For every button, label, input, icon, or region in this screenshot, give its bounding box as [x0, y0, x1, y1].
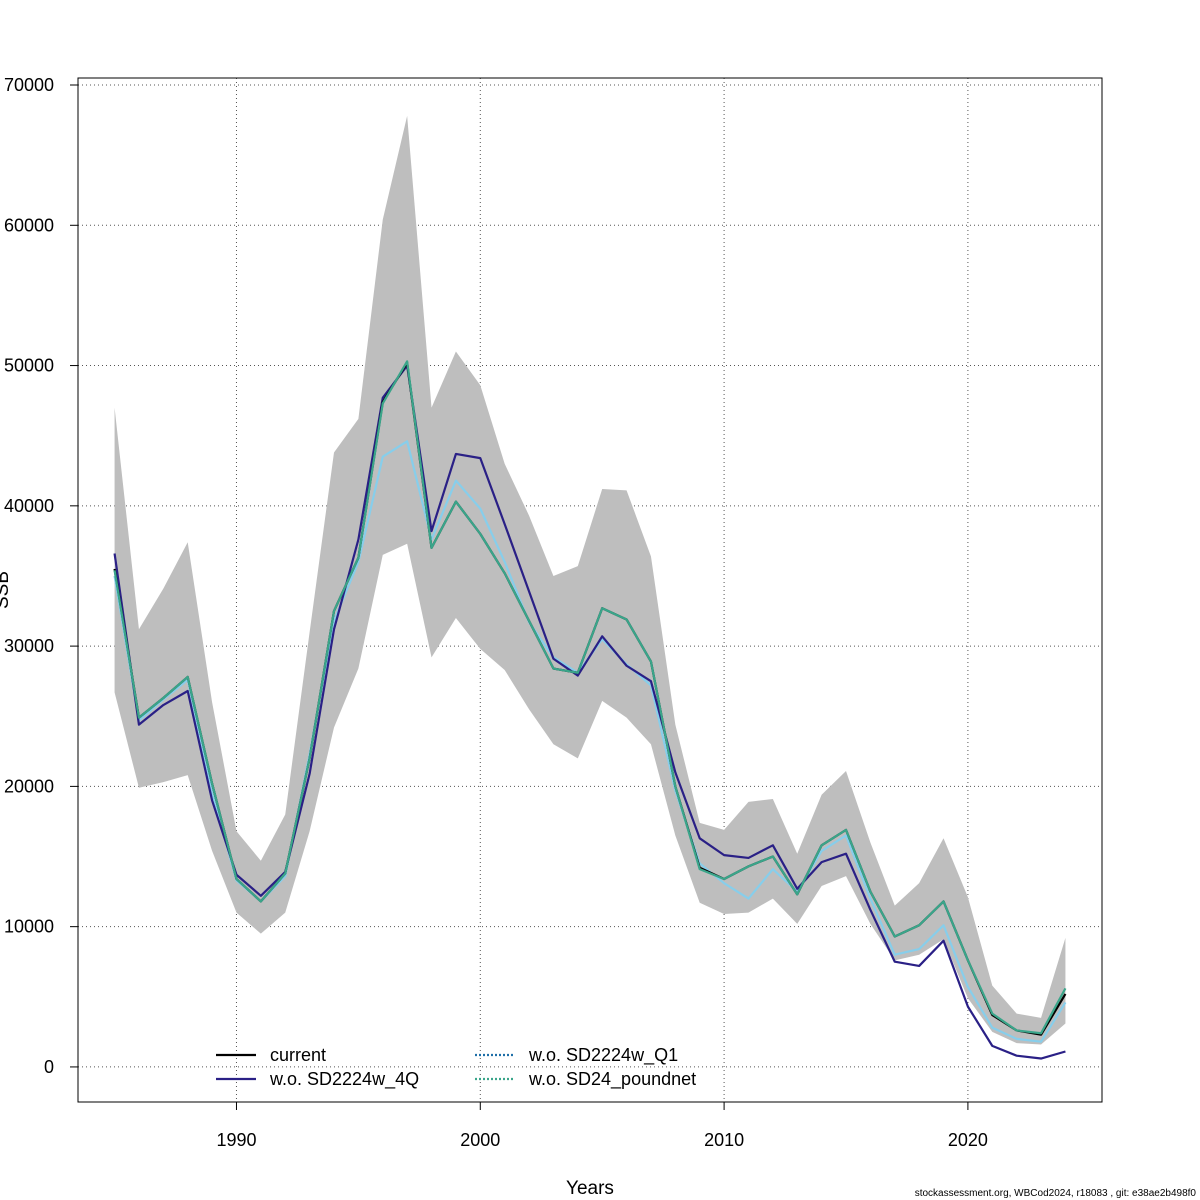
y-tick-label: 10000 — [4, 917, 54, 937]
legend-item-1: w.o. SD2224w_4Q — [216, 1069, 419, 1090]
y-tick-label: 50000 — [4, 356, 54, 376]
legend-label: w.o. SD24_poundnet — [528, 1069, 696, 1090]
x-axis: 1990 2000 2010 2020 — [216, 1102, 988, 1150]
y-tick-label: 20000 — [4, 776, 54, 796]
legend-item-0: current — [216, 1045, 326, 1065]
x-tick-label: 1990 — [216, 1130, 256, 1150]
legend: current w.o. SD2224w_4Q w.o. SD2224w_Q1 w.o… — [216, 1045, 696, 1090]
legend-label: current — [270, 1045, 326, 1065]
series-layer — [113, 360, 1067, 1060]
legend-label: w.o. SD2224w_4Q — [269, 1069, 419, 1090]
x-axis-title: Years — [566, 1178, 614, 1199]
y-tick-label: 60000 — [4, 215, 54, 235]
series-line-1 — [113, 364, 1066, 1060]
confidence-band-layer — [114, 115, 1066, 1045]
y-tick-label: 70000 — [4, 75, 54, 95]
legend-item-2: w.o. SD2224w_Q1 — [475, 1045, 678, 1066]
legend-item-3: w.o. SD24_poundnet — [475, 1069, 696, 1090]
plot-frame — [77, 77, 1103, 1103]
series-line-3 — [113, 360, 1067, 1035]
y-tick-label: 30000 — [4, 636, 54, 656]
legend-label: w.o. SD2224w_Q1 — [528, 1045, 678, 1066]
y-axis: 0 10000 20000 30000 40000 50000 60000 70000 — [4, 75, 78, 1077]
x-tick-label: 2000 — [460, 1130, 500, 1150]
confidence-band — [114, 115, 1066, 1045]
footer-credit: stockassessment.org, WBCod2024, r18083 ,… — [915, 1188, 1197, 1199]
y-axis-title: SSB — [0, 571, 13, 609]
x-tick-label: 2010 — [704, 1130, 744, 1150]
y-tick-label: 0 — [44, 1057, 54, 1077]
y-tick-label: 40000 — [4, 496, 54, 516]
x-tick-label: 2020 — [948, 1130, 988, 1150]
